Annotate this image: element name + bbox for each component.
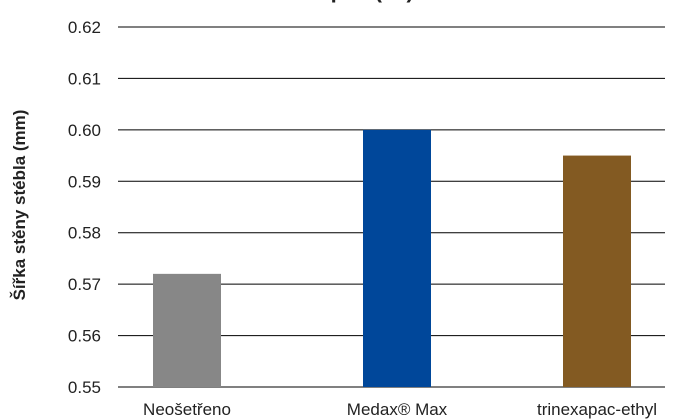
y-tick-label: 0.62: [68, 18, 101, 37]
y-tick-label: 0.60: [68, 121, 101, 140]
bar: [563, 155, 631, 387]
y-tick-label: 0.56: [68, 327, 101, 346]
x-axis-category-labels: Neošetřeno Medax® Max trinexapac-ethyl: [143, 400, 657, 419]
y-axis-label: Šířka stěny stébla (mm): [10, 110, 29, 301]
bars: [153, 129, 631, 387]
x-category-label: Medax® Max: [347, 400, 448, 419]
y-tick-label: 0.58: [68, 224, 101, 243]
y-tick-label: 0.61: [68, 69, 101, 88]
x-category-label: Neošetřeno: [143, 400, 231, 419]
bar: [363, 129, 431, 387]
y-tick-label: 0.57: [68, 275, 101, 294]
bar: [153, 273, 221, 387]
chart-title: ... p ... (... ): [306, 0, 414, 3]
x-category-label: trinexapac-ethyl: [537, 400, 657, 419]
y-axis-tick-labels: 0.55 0.56 0.57 0.58 0.59 0.60 0.61 0.62: [68, 18, 101, 397]
y-tick-label: 0.55: [68, 378, 101, 397]
y-tick-label: 0.59: [68, 172, 101, 191]
